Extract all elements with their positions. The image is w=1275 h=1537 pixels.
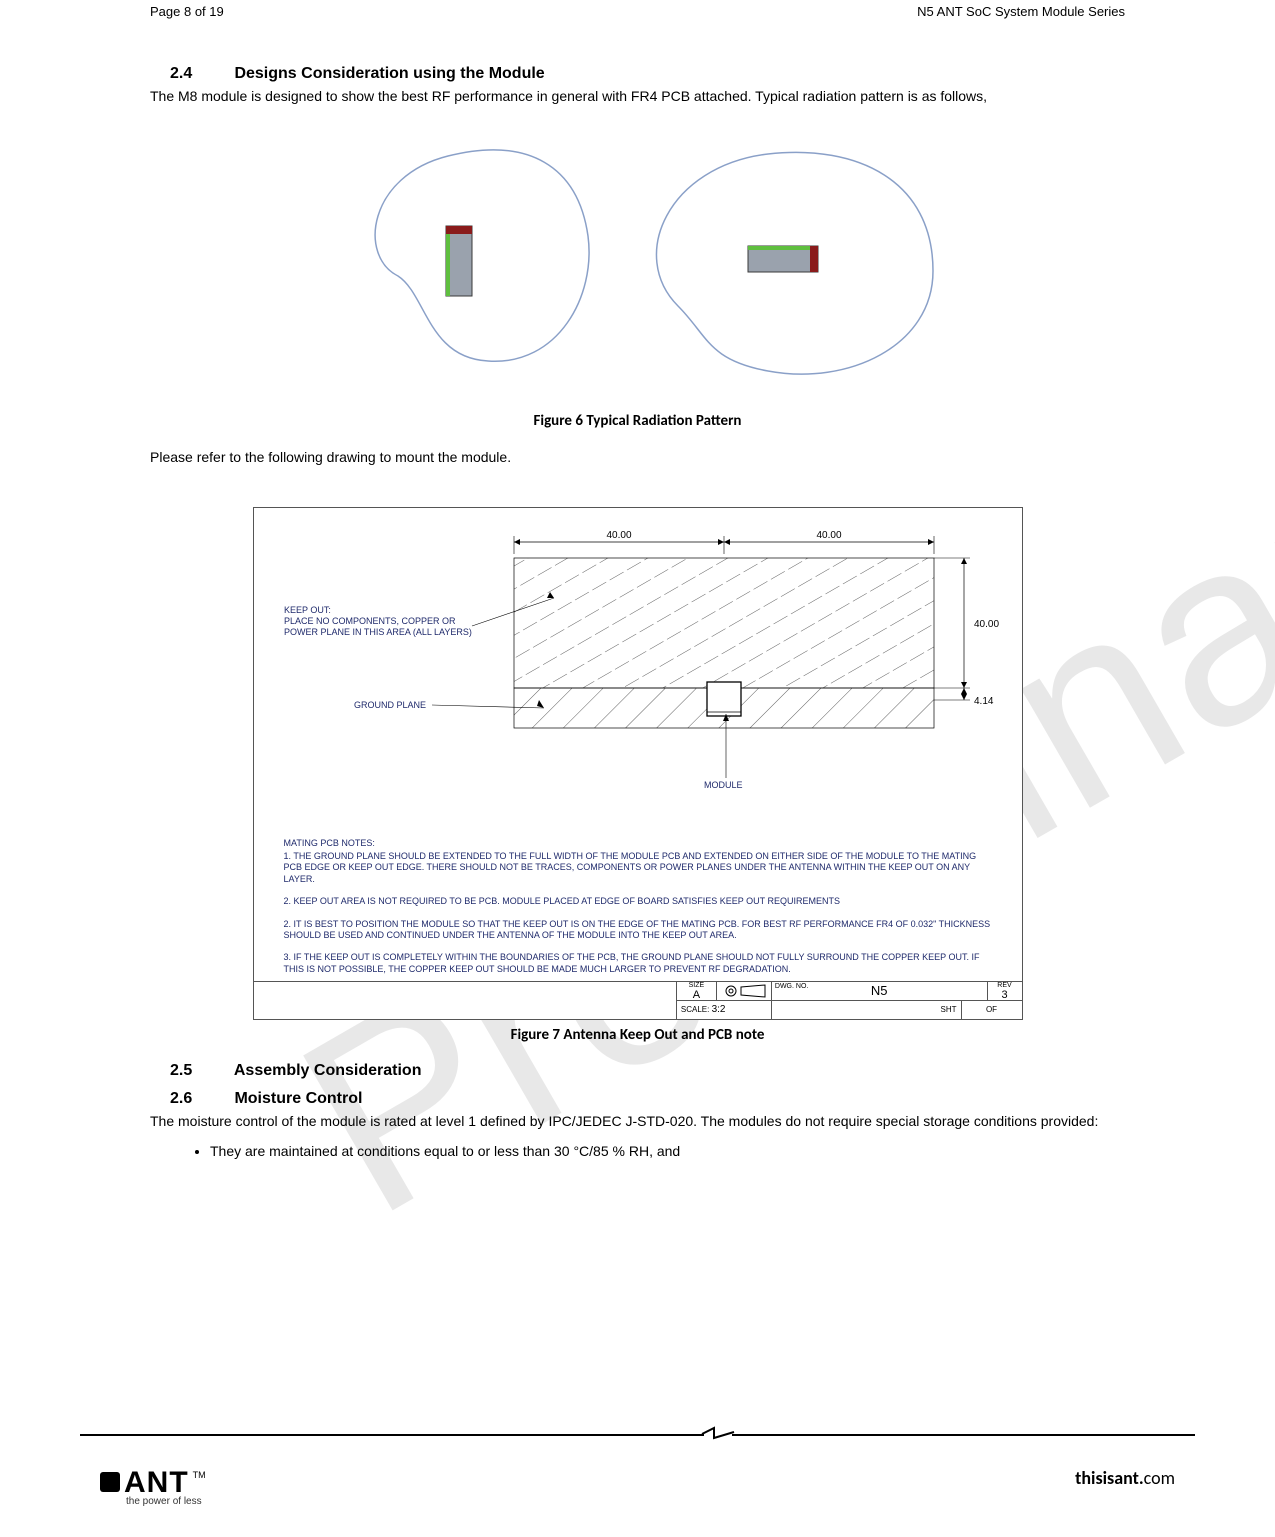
section-title: Designs Consideration using the Module <box>234 65 544 82</box>
svg-text:40.00: 40.00 <box>974 619 999 630</box>
tb-dwg-val: N5 <box>871 983 888 998</box>
tb-rev-lbl: REV <box>997 982 1011 989</box>
note-2: 2. KEEP OUT AREA IS NOT REQUIRED TO BE P… <box>284 896 992 907</box>
tb-dwg-lbl: DWG. NO. <box>775 983 808 990</box>
tb-sht-lbl: SHT <box>941 1005 957 1014</box>
section-2-5-heading: 2.5 Assembly Consideration <box>170 1062 1125 1080</box>
figure-7-notes: MATING PCB NOTES: 1. THE GROUND PLANE SH… <box>254 838 1022 981</box>
svg-text:KEEP OUT:: KEEP OUT: <box>284 605 331 615</box>
footer-logo: ANT TM the power of less <box>100 1468 280 1507</box>
tb-scale-lbl: SCALE: <box>681 1005 709 1014</box>
tb-scale-val: 3:2 <box>712 1004 726 1015</box>
section-2-4-para: The M8 module is designed to show the be… <box>150 87 1125 106</box>
projection-icon <box>721 984 767 998</box>
logo-tagline: the power of less <box>126 1496 280 1507</box>
svg-text:MODULE: MODULE <box>704 780 743 790</box>
note-1: 1. THE GROUND PLANE SHOULD BE EXTENDED T… <box>284 851 992 885</box>
footer-url-rest: com <box>1144 1467 1175 1489</box>
note-4: 3. IF THE KEEP OUT IS COMPLETELY WITHIN … <box>284 952 992 975</box>
figure-6-radiation-pattern <box>318 136 958 406</box>
svg-text:PLACE NO COMPONENTS, COPPER OR: PLACE NO COMPONENTS, COPPER OR <box>284 616 456 626</box>
notes-title: MATING PCB NOTES: <box>284 838 992 849</box>
radiation-pattern-right <box>638 136 958 406</box>
svg-text:40.00: 40.00 <box>816 530 841 541</box>
section-2-4-heading: 2.4 Designs Consideration using the Modu… <box>170 65 1125 83</box>
figure-7-caption: Figure 7 Antenna Keep Out and PCB note <box>150 1026 1125 1044</box>
tb-size-val: A <box>693 989 700 1001</box>
figure-7-titleblock: SIZE A DWG. NO. N5 <box>254 981 1022 1019</box>
radiation-pattern-left <box>338 136 618 396</box>
section-number: 2.4 <box>170 65 230 83</box>
tb-of-lbl: OF <box>986 1005 997 1014</box>
figure-7-svg: 40.00 40.00 40.00 4.14 KEEP OUT:PLACE NO COM… <box>254 508 1022 838</box>
section-number: 2.5 <box>170 1062 230 1080</box>
tb-size-lbl: SIZE <box>689 982 705 989</box>
logo-text: ANT <box>124 1468 189 1498</box>
svg-text:GROUND PLANE: GROUND PLANE <box>354 700 426 710</box>
note-3: 2. IT IS BEST TO POSITION THE MODULE SO … <box>284 919 992 942</box>
section-number: 2.6 <box>170 1090 230 1108</box>
section-title: Assembly Consideration <box>234 1062 422 1079</box>
svg-text:4.14: 4.14 <box>974 696 994 707</box>
figure-7-drawing: 40.00 40.00 40.00 4.14 KEEP OUT:PLACE NO COM… <box>253 507 1023 1020</box>
mount-refer-text: Please refer to the following drawing to… <box>150 448 1125 467</box>
moisture-bullets: They are maintained at conditions equal … <box>210 1143 1125 1159</box>
logo-tm: TM <box>193 1470 206 1480</box>
svg-text:POWER PLANE IN THIS AREA (ALL: POWER PLANE IN THIS AREA (ALL LAYERS) <box>284 627 472 637</box>
tb-rev-val: 3 <box>1001 989 1007 1001</box>
footer-rule <box>80 1431 1195 1439</box>
footer-url: thisisant.com <box>1075 1467 1175 1489</box>
bullet-item: They are maintained at conditions equal … <box>210 1143 1125 1159</box>
figure-6-caption: Figure 6 Typical Radiation Pattern <box>150 412 1125 430</box>
section-2-6-heading: 2.6 Moisture Control <box>170 1090 1125 1108</box>
section-title: Moisture Control <box>234 1090 362 1107</box>
logo-square-icon <box>100 1472 120 1492</box>
svg-text:40.00: 40.00 <box>606 530 631 541</box>
section-2-6-para: The moisture control of the module is ra… <box>150 1112 1125 1131</box>
footer-url-bold: thisisant. <box>1075 1467 1144 1489</box>
